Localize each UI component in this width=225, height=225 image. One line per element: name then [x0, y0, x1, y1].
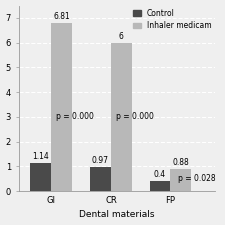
Text: 1.14: 1.14: [33, 152, 49, 161]
Bar: [171, 169, 191, 191]
Bar: [51, 23, 72, 191]
Bar: [30, 163, 51, 191]
Text: 0.4: 0.4: [154, 170, 166, 179]
Text: 6.81: 6.81: [53, 12, 70, 21]
Text: 6: 6: [119, 32, 124, 41]
Bar: [150, 181, 171, 191]
Text: 0.97: 0.97: [92, 156, 109, 165]
Legend: Control, Inhaler medicam: Control, Inhaler medicam: [132, 7, 213, 32]
Bar: [90, 167, 111, 191]
Text: p = 0.028: p = 0.028: [178, 174, 215, 183]
Text: 0.88: 0.88: [173, 158, 189, 167]
X-axis label: Dental materials: Dental materials: [79, 210, 155, 219]
Bar: [111, 43, 132, 191]
Text: p = 0.000: p = 0.000: [56, 112, 94, 121]
Text: p = 0.000: p = 0.000: [116, 112, 153, 121]
